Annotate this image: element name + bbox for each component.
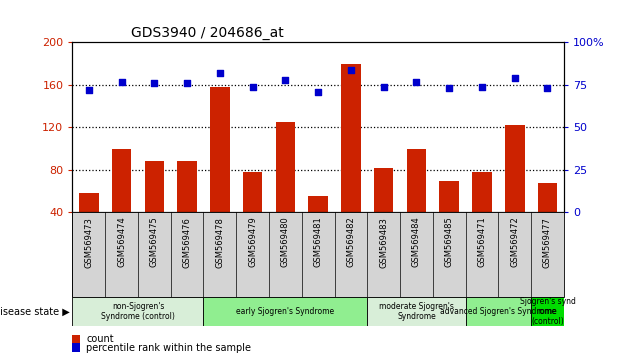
Point: [346, 67, 356, 73]
Text: GSM569479: GSM569479: [248, 217, 257, 267]
Bar: [203, 297, 367, 326]
Text: GSM569485: GSM569485: [445, 217, 454, 267]
Point: [542, 86, 553, 91]
Bar: [505, 125, 525, 255]
Bar: [308, 196, 328, 255]
Bar: [243, 172, 263, 255]
Text: advanced Sjogren's Syndrome: advanced Sjogren's Syndrome: [440, 307, 556, 316]
Bar: [466, 297, 531, 326]
Point: [149, 80, 159, 86]
Point: [411, 79, 421, 84]
Text: GSM569473: GSM569473: [84, 217, 93, 268]
Text: GSM569482: GSM569482: [346, 217, 355, 267]
Text: non-Sjogren's
Syndrome (control): non-Sjogren's Syndrome (control): [101, 302, 175, 321]
Text: GSM569472: GSM569472: [510, 217, 519, 267]
Text: GSM569476: GSM569476: [183, 217, 192, 268]
Text: GSM569474: GSM569474: [117, 217, 126, 267]
Point: [182, 80, 192, 86]
Bar: [439, 181, 459, 255]
Text: disease state ▶: disease state ▶: [0, 307, 69, 316]
Text: GSM569471: GSM569471: [478, 217, 486, 267]
Bar: [531, 297, 564, 326]
Text: GSM569480: GSM569480: [281, 217, 290, 267]
Text: GSM569477: GSM569477: [543, 217, 552, 268]
Bar: [144, 161, 164, 255]
Bar: [79, 193, 99, 255]
Point: [510, 75, 520, 81]
Point: [477, 84, 487, 90]
Bar: [341, 64, 361, 255]
Bar: [472, 172, 492, 255]
Bar: [112, 149, 132, 255]
Bar: [210, 87, 230, 255]
Bar: [367, 297, 466, 326]
Point: [444, 86, 454, 91]
Bar: [275, 122, 295, 255]
Text: early Sjogren's Syndrome: early Sjogren's Syndrome: [236, 307, 335, 316]
Point: [248, 84, 258, 90]
Bar: [537, 183, 558, 255]
Bar: [374, 168, 394, 255]
Text: percentile rank within the sample: percentile rank within the sample: [86, 343, 251, 353]
Text: Sjogren's synd
rome
(control): Sjogren's synd rome (control): [520, 297, 575, 326]
Bar: [406, 149, 427, 255]
Text: count: count: [86, 334, 114, 344]
Text: GSM569483: GSM569483: [379, 217, 388, 268]
Text: GSM569484: GSM569484: [412, 217, 421, 267]
Point: [215, 70, 225, 76]
Text: GSM569475: GSM569475: [150, 217, 159, 267]
Text: GDS3940 / 204686_at: GDS3940 / 204686_at: [132, 26, 284, 40]
Text: GSM569481: GSM569481: [314, 217, 323, 267]
Text: moderate Sjogren's
Syndrome: moderate Sjogren's Syndrome: [379, 302, 454, 321]
Text: GSM569478: GSM569478: [215, 217, 224, 268]
Point: [117, 79, 127, 84]
Point: [280, 77, 290, 83]
Point: [84, 87, 94, 93]
Point: [379, 84, 389, 90]
Bar: [72, 297, 203, 326]
Point: [313, 89, 323, 95]
Bar: [177, 161, 197, 255]
